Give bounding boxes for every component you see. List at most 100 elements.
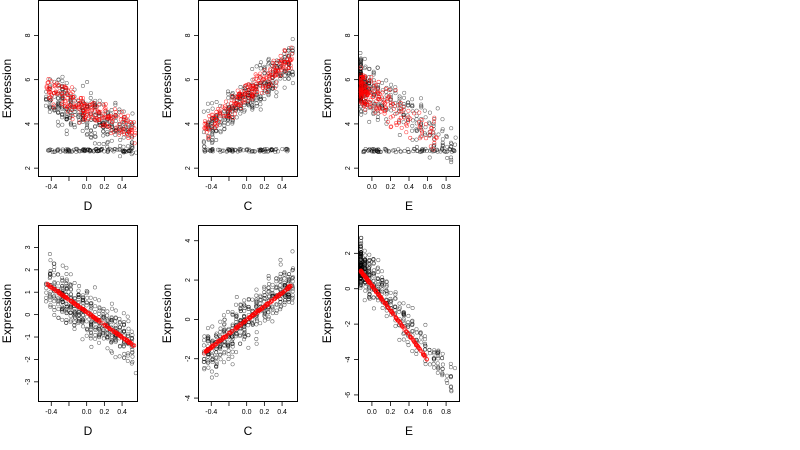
observed-point xyxy=(210,357,215,362)
observed-point xyxy=(266,309,271,314)
observed-point xyxy=(60,79,65,84)
fitted-point xyxy=(430,130,435,135)
fitted-point xyxy=(272,296,277,301)
observed-point xyxy=(267,294,271,299)
observed-point xyxy=(401,120,406,125)
fitted-point xyxy=(288,66,293,71)
observed-point xyxy=(423,125,428,130)
observed-point xyxy=(126,319,131,324)
observed-point xyxy=(60,297,65,302)
observed-point xyxy=(105,110,110,115)
fitted-point xyxy=(127,341,131,345)
fitted-point xyxy=(378,109,383,114)
fitted-point xyxy=(111,328,116,333)
fitted-point xyxy=(116,332,121,337)
observed-point xyxy=(93,310,97,314)
fitted-point xyxy=(92,109,97,114)
y-tick-label: 2 xyxy=(345,166,352,170)
observed-point xyxy=(401,310,406,315)
observed-point xyxy=(427,155,432,160)
fitted-point xyxy=(431,147,436,152)
observed-point xyxy=(291,72,295,77)
observed-point xyxy=(122,328,127,333)
fitted-point xyxy=(65,109,70,114)
observed-point xyxy=(410,104,415,109)
fitted-point xyxy=(97,109,101,114)
observed-point xyxy=(367,295,371,300)
observed-point xyxy=(402,313,407,318)
observed-point xyxy=(270,148,275,153)
fitted-point xyxy=(377,96,382,101)
fitted-point xyxy=(391,106,396,111)
fitted-point xyxy=(278,291,283,296)
observed-point xyxy=(282,300,287,305)
observed-point xyxy=(286,295,291,300)
observed-point xyxy=(380,277,385,282)
fitted-point xyxy=(408,135,413,140)
x-tick-label: 0.4 xyxy=(117,184,127,191)
observed-point xyxy=(201,343,206,348)
y-axis-title: Expression xyxy=(160,59,174,118)
observed-point xyxy=(362,260,367,265)
x-tick-label: 0.0 xyxy=(242,409,252,416)
observed-point xyxy=(393,290,398,295)
observed-point xyxy=(242,305,247,310)
observed-point xyxy=(56,272,61,277)
observed-point xyxy=(401,301,406,306)
observed-point xyxy=(202,367,207,372)
fitted-point xyxy=(376,293,381,298)
observed-point xyxy=(283,283,288,288)
fitted-point xyxy=(283,68,288,73)
observed-point xyxy=(393,292,398,297)
observed-point xyxy=(290,276,295,281)
observed-point xyxy=(358,242,363,247)
fitted-point xyxy=(406,108,411,113)
observed-point xyxy=(414,352,419,356)
observed-point xyxy=(388,290,393,295)
fitted-point xyxy=(47,95,52,100)
observed-point xyxy=(56,96,61,101)
observed-point xyxy=(121,344,126,349)
fitted-point xyxy=(289,56,294,61)
observed-point xyxy=(201,139,206,144)
fitted-point xyxy=(118,113,123,118)
observed-point xyxy=(84,333,89,338)
observed-point xyxy=(393,100,398,105)
observed-point xyxy=(105,317,110,322)
fitted-point xyxy=(220,104,225,109)
observed-point xyxy=(117,107,122,112)
fitted-point xyxy=(394,123,399,127)
plot-frame xyxy=(38,0,138,177)
y-axis-title: Expression xyxy=(0,284,14,343)
x-axis-title: D xyxy=(84,199,93,213)
observed-point xyxy=(210,324,215,329)
observed-point xyxy=(397,305,402,310)
fitted-point xyxy=(401,325,406,330)
y-tick-label: -2 xyxy=(345,321,352,327)
observed-point xyxy=(69,287,73,292)
fitted-point xyxy=(372,84,377,89)
fitted-point xyxy=(279,68,284,73)
fitted-point xyxy=(251,94,255,99)
observed-point xyxy=(226,309,230,314)
fitted-point xyxy=(241,95,246,100)
observed-point xyxy=(246,345,251,350)
observed-point xyxy=(266,58,271,63)
fitted-point xyxy=(268,66,273,71)
fitted-point xyxy=(370,285,375,290)
observed-point xyxy=(414,129,419,133)
fitted-point xyxy=(81,108,86,112)
observed-point xyxy=(440,142,445,147)
fitted-point xyxy=(223,334,228,339)
observed-point xyxy=(60,285,65,290)
observed-point xyxy=(88,135,93,139)
observed-point xyxy=(105,139,110,144)
observed-point xyxy=(266,315,271,320)
observed-point xyxy=(126,144,130,149)
observed-point xyxy=(64,320,69,325)
fitted-point xyxy=(236,102,241,107)
observed-point xyxy=(405,340,410,345)
observed-point xyxy=(449,384,454,389)
observed-point xyxy=(84,132,89,137)
